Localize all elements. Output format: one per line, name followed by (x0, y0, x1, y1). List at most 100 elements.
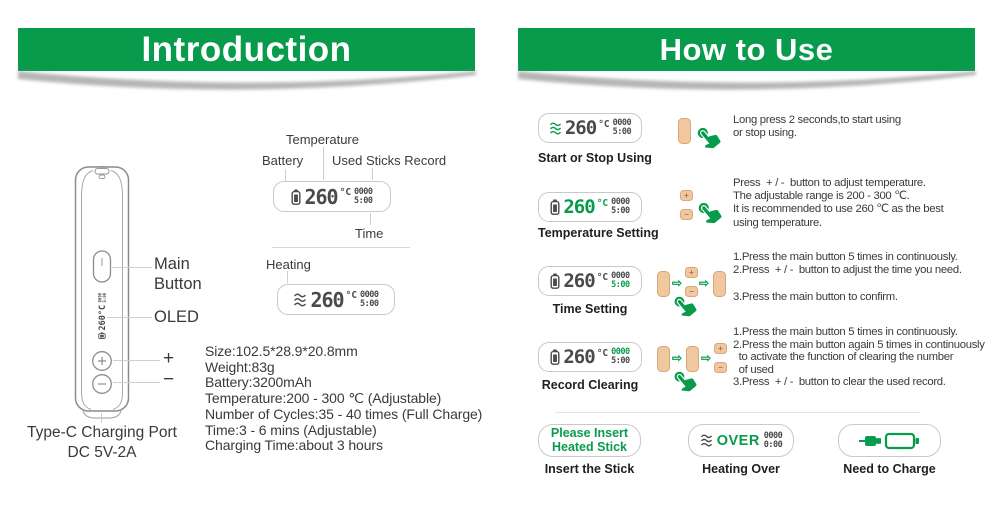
leader-plus (113, 360, 160, 361)
main-button-label-line1: Main (154, 255, 190, 273)
lcd-counters: 0000 5:00 (611, 271, 630, 290)
plus-button-icon (714, 343, 727, 354)
spec-time: Time:3 - 6 mins (Adjustable) (205, 421, 377, 438)
diagram-divider (272, 247, 410, 248)
row-display: 260 °C 0000 5:00 (538, 192, 642, 222)
charging-port-label: Type-C Charging Port DC 5V-2A (12, 423, 192, 463)
lcd-counter: 0000 (612, 118, 632, 128)
tap-hand-icon (674, 371, 697, 392)
row-instructions: Long press 2 seconds,to start using or s… (733, 114, 901, 140)
lcd-temperature: 260 (563, 346, 595, 368)
lcd-temperature: 260 (563, 196, 595, 218)
lcd-unit: °C (345, 290, 358, 301)
howto-row-start-stop: 260 °C 0000 5:00 Start or Stop Using Long… (536, 110, 1000, 176)
minus-button-icon (680, 209, 693, 220)
temperature-label: Temperature (286, 132, 359, 147)
instruction-line: to activate the function of clearing the… (733, 351, 954, 364)
lcd-timer: 5:00 (612, 127, 632, 137)
message-line: Please Insert (550, 426, 629, 440)
lcd-counters: 0000 5:00 (611, 197, 630, 216)
spec-cycles: Number of Cycles:35 - 40 times (Full Cha… (205, 405, 483, 422)
instruction-line (733, 277, 962, 290)
over-text: OVER (716, 432, 760, 449)
heating-label: Heating (266, 257, 311, 272)
spec-charging-time: Charging Time:about 3 hours (205, 437, 383, 454)
minus-button-icon (714, 362, 727, 373)
tap-hand-icon (698, 202, 722, 224)
spec-weight: Weight:83g (205, 358, 275, 375)
oled-label: OLED (154, 308, 199, 326)
main-button-icon (657, 346, 670, 372)
lcd-unit: °C (596, 348, 609, 359)
howto-row-temperature: 260°C 0000 5:00 Temperature Setting Pres… (536, 176, 1000, 248)
insert-stick-message: Please Insert Heated Stick (550, 426, 629, 454)
main-button-icon (713, 271, 726, 297)
row-instructions: Press + / - button to adjust temperature… (733, 177, 944, 230)
insert-stick-display: Please Insert Heated Stick (538, 424, 641, 457)
battery-icon (291, 189, 301, 205)
leader-time (370, 213, 371, 225)
lcd-counter: 0000 (611, 347, 630, 357)
introduction-title: Introduction (141, 29, 352, 69)
lcd-counters: 0000 5:00 (360, 290, 379, 309)
lcd-timer: 0:00 (763, 439, 783, 450)
battery-icon (550, 273, 560, 289)
status-divider (555, 412, 920, 413)
main-button-icon (686, 346, 699, 372)
main-button-label-line2: Button (154, 275, 202, 293)
row-instructions: 1.Press the main button 5 times in conti… (733, 326, 985, 389)
lcd-temperature: 260 (563, 270, 595, 292)
lcd-temperature: 260 (564, 117, 597, 139)
instruction-line: It is recommended to use 260 ℃ as the be… (733, 203, 944, 216)
device-body (74, 166, 130, 412)
lcd-counter: 0000 (611, 271, 630, 281)
instruction-line: 3.Press the main button to confirm. (733, 290, 898, 303)
row-instructions: 1.Press the main button 5 times in conti… (733, 251, 962, 304)
instruction-line: or stop using. (733, 127, 797, 140)
heating-over-display: OVER 0000 0:00 (688, 424, 794, 457)
oled-temp: 260°C (98, 305, 108, 331)
minus-label: − (163, 369, 175, 390)
heating-diagram-display: 260 °C 0000 5:00 (277, 284, 395, 315)
minus-button-icon (685, 286, 698, 297)
leader-used-sticks (372, 168, 373, 180)
device-illustration: 260°C 0000 5:00 (74, 166, 130, 419)
tap-hand-icon (674, 296, 697, 317)
lcd-counters: 0000 0:00 (763, 430, 783, 450)
charging-battery-icon (858, 432, 919, 449)
lcd-counter: 0000 (611, 197, 630, 207)
arrow-right-icon (699, 277, 709, 289)
banner-shadow (18, 71, 476, 90)
lcd-counters: 0000 5:00 (354, 186, 373, 206)
howto-banner: How to Use (518, 28, 975, 71)
spec-size: Size:102.5*28.9*20.8mm (205, 343, 358, 359)
instruction-line: using temperature. (733, 216, 822, 229)
mouthpiece-opening (94, 168, 110, 175)
lcd-counter: 0000 (763, 430, 783, 441)
status-title: Need to Charge (843, 462, 936, 476)
battery-icon (550, 199, 560, 215)
lcd-timer: 5:00 (611, 280, 630, 290)
plus-label: + (163, 348, 175, 369)
introduction-banner: Introduction (18, 28, 475, 71)
mouthpiece-tab (98, 174, 106, 179)
instruction-line: 2.Press + / - button to adjust the time … (733, 264, 962, 277)
howto-title: How to Use (659, 31, 834, 67)
row-title: Temperature Setting (538, 226, 659, 240)
oled-screen: 260°C 0000 5:00 (97, 292, 108, 339)
lcd-timer: 5:00 (611, 206, 630, 216)
lcd-timer: 5:00 (360, 298, 379, 309)
leader-oled (107, 317, 152, 318)
leader-main-button (112, 267, 152, 268)
message-line: Heated Stick (551, 439, 627, 454)
lcd-counters: 0000 5:00 (612, 118, 632, 137)
row-title: Record Clearing (541, 378, 639, 392)
instruction-line: The adjustable range is 200 - 300 ℃. (733, 190, 910, 203)
leader-temperature (323, 147, 324, 180)
lcd-counter: 0000 (354, 186, 373, 197)
lcd-unit: °C (598, 119, 610, 130)
time-label: Time (355, 226, 384, 241)
heating-waves-icon (700, 434, 712, 447)
instruction-line: 1.Press the main button 5 times in conti… (733, 326, 958, 338)
